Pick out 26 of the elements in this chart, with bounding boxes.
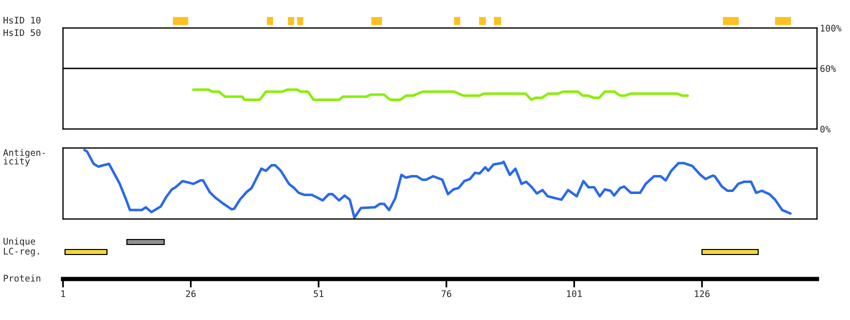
y-tick-label: 0%: [820, 126, 831, 133]
bar: [172, 17, 188, 25]
y-axis-title: Antigen- icity: [3, 149, 45, 166]
x-tick-label: 126: [694, 290, 710, 298]
x-tick-label: 101: [567, 290, 582, 298]
x-tick-label: 51: [314, 290, 324, 298]
bar: [479, 17, 486, 25]
y-tick-label: Unique: [4, 238, 36, 246]
x-axis-title: Protein: [4, 274, 40, 282]
x-tick-label: 26: [186, 290, 196, 298]
category-label: HsID 10: [4, 16, 40, 24]
x-tick-label: 1: [61, 290, 66, 298]
y-tick-label: LC-reg.: [4, 248, 39, 256]
bar: [722, 17, 739, 25]
bar: [288, 17, 294, 25]
bar: [371, 17, 382, 25]
bar: [266, 17, 274, 25]
bar: [297, 17, 304, 25]
bar: [494, 17, 502, 25]
line-series: [192, 88, 689, 101]
x-tick-label: 76: [442, 290, 452, 298]
bar: [454, 17, 460, 25]
y-axis-title: HsID 50: [4, 29, 40, 36]
y-tick-label: 60%: [820, 65, 836, 72]
y-tick-label: 100%: [820, 24, 842, 32]
bar: [775, 17, 791, 25]
